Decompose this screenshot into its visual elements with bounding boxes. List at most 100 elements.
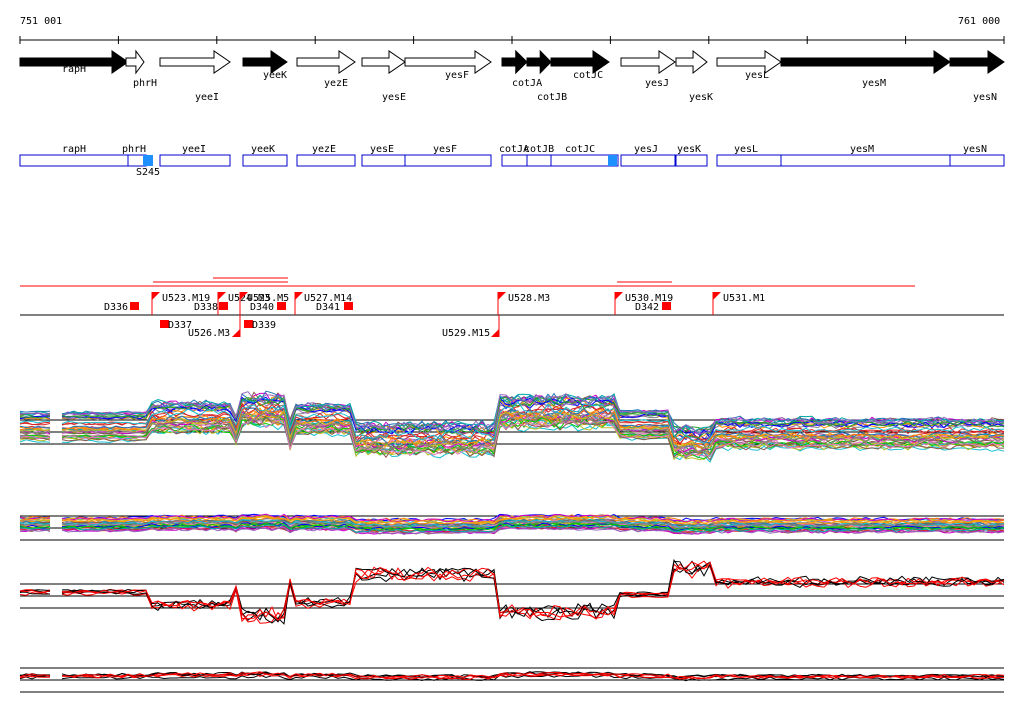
gene-box-yesN[interactable] [949, 154, 1005, 167]
gene-arrow-yesJ[interactable] [620, 50, 676, 74]
downstream-marker[interactable] [344, 302, 353, 310]
feature-flag[interactable] [232, 329, 240, 337]
gene-arrow-yesL[interactable] [716, 50, 782, 74]
expression-trace [61, 410, 1005, 452]
gene-label: yesM [862, 78, 886, 89]
expression-trace [19, 433, 51, 438]
downstream-label: D337 [168, 320, 192, 331]
gene-arrow-yesF[interactable] [404, 50, 492, 74]
gene-box-label: rapH [62, 144, 86, 155]
gene-box-yesK[interactable] [675, 154, 708, 167]
gene-label: phrH [133, 78, 157, 89]
gene-label: cotJA [512, 78, 542, 89]
expression-trace [19, 527, 51, 530]
feature-label: U528.M3 [508, 293, 550, 304]
expression-trace-track [19, 390, 1005, 693]
gene-arrow-yeeK[interactable] [242, 50, 288, 74]
feature-label: U527.M14 [304, 293, 352, 304]
expression-trace [19, 430, 51, 434]
gene-label: yesE [382, 92, 406, 103]
gene-arrow-yezE[interactable] [296, 50, 356, 74]
gene-box-yeeI[interactable] [159, 154, 231, 167]
expression-trace [19, 415, 51, 420]
feature-label: U529.M15 [442, 328, 490, 339]
gene-box-label: cotJA [499, 144, 529, 155]
gene-box-rapH[interactable] [19, 154, 129, 167]
gene-box-cotJB[interactable] [526, 154, 552, 167]
downstream-marker[interactable] [662, 302, 671, 310]
gene-arrow-rapH[interactable] [19, 50, 129, 74]
gene-arrow-phrH[interactable] [125, 49, 145, 75]
gene-box-yeeK[interactable] [242, 154, 288, 167]
feature-flag[interactable] [491, 329, 499, 337]
expression-trace [61, 396, 1004, 439]
expression-trace [19, 439, 51, 443]
gene-arrow-yesE[interactable] [361, 50, 406, 74]
feature-flag[interactable] [152, 292, 160, 300]
expression-trace [19, 591, 51, 595]
expression-trace [61, 401, 1004, 445]
feature-flag[interactable] [218, 292, 226, 300]
expression-trace [19, 525, 51, 529]
gene-arrow-yesM[interactable] [780, 50, 951, 74]
downstream-marker[interactable] [244, 320, 253, 328]
expression-trace [61, 391, 1005, 435]
expression-trace [19, 521, 51, 526]
gene-arrow-yesK[interactable] [675, 49, 708, 75]
expression-trace [61, 525, 1005, 535]
expression-trace [19, 437, 51, 441]
gene-box-label: yesJ [634, 144, 658, 155]
downstream-label: D339 [252, 320, 276, 331]
gene-box-yesL[interactable] [716, 154, 782, 167]
expression-trace [19, 523, 51, 527]
feature-flag[interactable] [498, 292, 506, 300]
expression-trace [61, 396, 1005, 441]
expression-trace [61, 519, 1005, 529]
expression-trace [61, 560, 1005, 623]
gene-arrow-yeeI[interactable] [159, 50, 231, 74]
gene-box-cotJA[interactable] [501, 154, 528, 167]
downstream-marker[interactable] [219, 302, 228, 310]
expression-trace [19, 518, 51, 521]
expression-trace [62, 524, 1005, 533]
gene-box-cotJC[interactable] [550, 154, 619, 167]
gene-arrow-yesN[interactable] [949, 50, 1005, 74]
expression-trace [19, 589, 51, 593]
gene-label: yeeI [195, 92, 219, 103]
gene-box-yesJ[interactable] [620, 154, 676, 167]
gene-box-label: cotJC [565, 144, 595, 155]
feature-flag[interactable] [240, 292, 248, 300]
downstream-marker[interactable] [130, 302, 139, 310]
downstream-label: D336 [104, 302, 128, 313]
downstream-label: D340 [250, 302, 274, 313]
gene-track: rapH phrH yeeI yeeK yezE yesE yesF cotJA cotJB co… [19, 49, 1005, 103]
gene-box-yezE[interactable] [296, 154, 356, 167]
gene-box-yesF[interactable] [404, 154, 492, 167]
expression-trace [61, 519, 1005, 528]
feature-label: U525.M5 [247, 293, 289, 304]
gene-box-label: phrH [122, 144, 146, 155]
expression-trace [61, 515, 1005, 525]
gene-box-label: yesL [734, 144, 758, 155]
expression-trace [19, 415, 51, 419]
feature-flag[interactable] [615, 292, 623, 300]
feature-label: U530.M19 [625, 293, 673, 304]
gene-arrow-cotJA[interactable] [501, 49, 528, 75]
expression-trace [61, 421, 1005, 463]
downstream-label: D338 [194, 302, 218, 313]
gene-box-yesE[interactable] [361, 154, 406, 167]
gene-box-yesM[interactable] [780, 154, 951, 167]
downstream-marker[interactable] [160, 320, 169, 328]
downstream-marker[interactable] [277, 302, 286, 310]
gene-arrow-cotJB[interactable] [526, 49, 552, 75]
gene-arrow-cotJC[interactable] [550, 50, 610, 74]
expression-trace [19, 675, 50, 678]
feature-flag[interactable] [295, 292, 303, 300]
gene-box-label: yezE [312, 144, 336, 155]
expression-trace [61, 418, 1004, 457]
feature-flag[interactable] [713, 292, 721, 300]
expression-trace [19, 425, 51, 429]
expression-trace [19, 591, 51, 596]
gene-label: cotJB [537, 92, 567, 103]
